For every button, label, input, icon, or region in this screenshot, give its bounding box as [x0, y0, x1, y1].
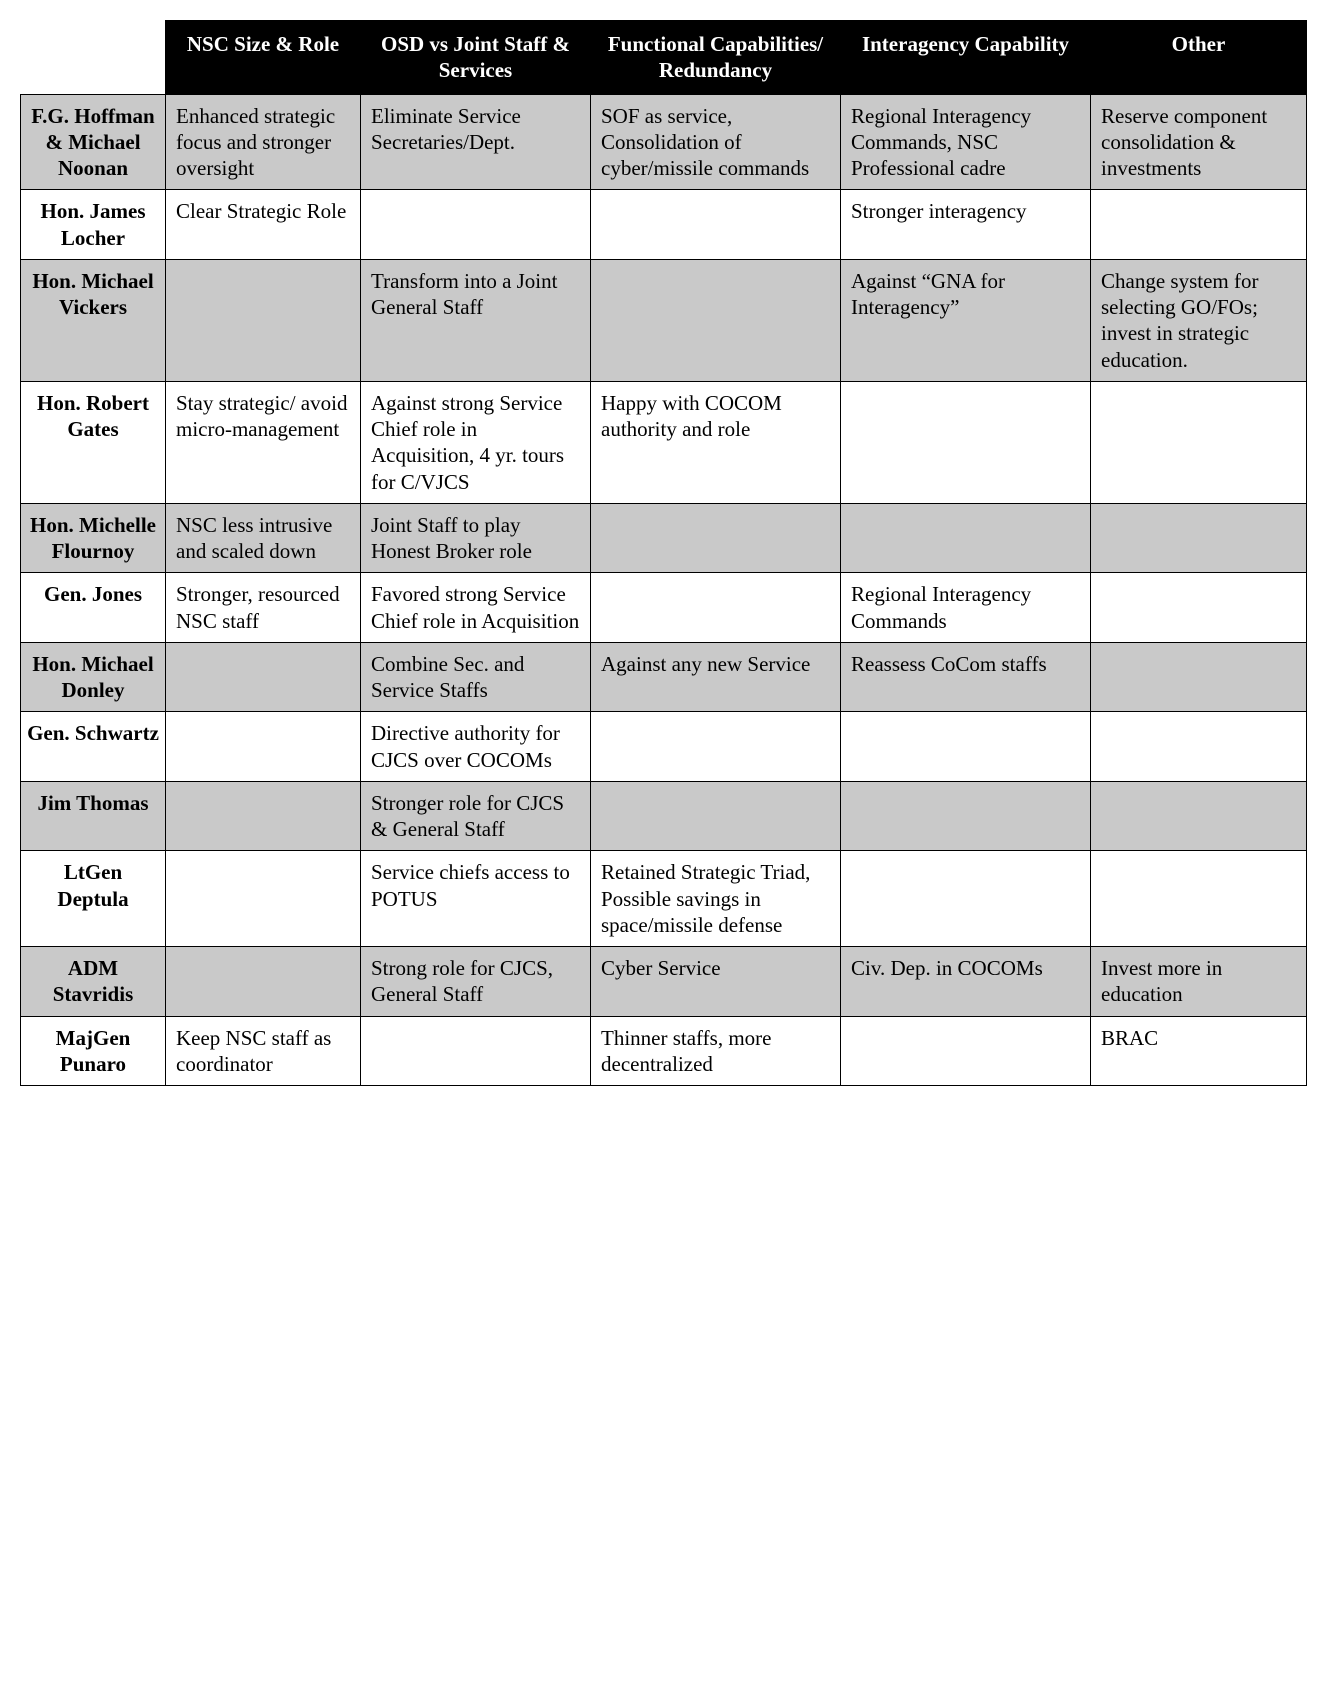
table-cell: Regional Interagency Commands: [841, 573, 1091, 643]
table-cell: BRAC: [1091, 1016, 1307, 1086]
table-cell: [166, 642, 361, 712]
table-cell: Civ. Dep. in COCOMs: [841, 947, 1091, 1017]
table-cell: [166, 781, 361, 851]
table-row: Hon. Michelle FlournoyNSC less intrusive…: [21, 503, 1307, 573]
table-cell: Happy with COCOM authority and role: [591, 381, 841, 503]
table-cell: Clear Strategic Role: [166, 190, 361, 260]
table-cell: [166, 259, 361, 381]
table-body: F.G. Hoffman & Michael NoonanEnhanced st…: [21, 94, 1307, 1086]
table-cell: [1091, 781, 1307, 851]
table-cell: Against strong Service Chief role in Acq…: [361, 381, 591, 503]
header-corner: [21, 21, 166, 95]
table-cell: NSC less intrusive and scaled down: [166, 503, 361, 573]
table-cell: [166, 947, 361, 1017]
table-cell: [841, 781, 1091, 851]
table-cell: [841, 851, 1091, 947]
table-cell: [1091, 712, 1307, 782]
table-cell: [591, 259, 841, 381]
comparison-table: NSC Size & Role OSD vs Joint Staff & Ser…: [20, 20, 1307, 1086]
table-cell: Transform into a Joint General Staff: [361, 259, 591, 381]
table-row: MajGen PunaroKeep NSC staff as coordinat…: [21, 1016, 1307, 1086]
row-header: LtGen Deptula: [21, 851, 166, 947]
table-cell: [361, 1016, 591, 1086]
table-row: Gen. JonesStronger, resourced NSC staffF…: [21, 573, 1307, 643]
table-cell: Directive authority for CJCS over COCOMs: [361, 712, 591, 782]
table-row: Hon. Robert GatesStay strategic/ avoid m…: [21, 381, 1307, 503]
table-cell: Favored strong Service Chief role in Acq…: [361, 573, 591, 643]
table-cell: [1091, 190, 1307, 260]
table-cell: [166, 712, 361, 782]
table-row: Hon. Michael Vickers Transform into a Joi…: [21, 259, 1307, 381]
table-cell: Against “GNA for Interagency”: [841, 259, 1091, 381]
table-cell: [166, 851, 361, 947]
table-header: NSC Size & Role OSD vs Joint Staff & Ser…: [21, 21, 1307, 95]
row-header: Gen. Schwartz: [21, 712, 166, 782]
table-cell: [1091, 851, 1307, 947]
table-cell: Against any new Service: [591, 642, 841, 712]
col-header: Interagency Capability: [841, 21, 1091, 95]
table-cell: Stronger role for CJCS & General Staff: [361, 781, 591, 851]
table-cell: [1091, 642, 1307, 712]
table-row: Gen. Schwartz Directive authority for CJC…: [21, 712, 1307, 782]
col-header: OSD vs Joint Staff & Services: [361, 21, 591, 95]
row-header: Hon. Michelle Flournoy: [21, 503, 166, 573]
table-cell: Thinner staffs, more decentralized: [591, 1016, 841, 1086]
row-header: Hon. James Locher: [21, 190, 166, 260]
table-cell: Regional Interagency Commands, NSC Profe…: [841, 94, 1091, 190]
table-cell: SOF as service, Consolidation of cyber/m…: [591, 94, 841, 190]
table-row: F.G. Hoffman & Michael NoonanEnhanced st…: [21, 94, 1307, 190]
col-header: Functional Capabilities/ Redundancy: [591, 21, 841, 95]
table-cell: [841, 381, 1091, 503]
table-cell: [841, 503, 1091, 573]
col-header: NSC Size & Role: [166, 21, 361, 95]
row-header: ADM Stavridis: [21, 947, 166, 1017]
table-cell: Enhanced strategic focus and stronger ov…: [166, 94, 361, 190]
table-cell: [1091, 573, 1307, 643]
table-cell: Invest more in education: [1091, 947, 1307, 1017]
table-cell: [591, 781, 841, 851]
table-cell: Reserve component consolidation & invest…: [1091, 94, 1307, 190]
table-cell: [591, 503, 841, 573]
table-cell: Joint Staff to play Honest Broker role: [361, 503, 591, 573]
table-cell: Change system for selecting GO/FOs; inve…: [1091, 259, 1307, 381]
table-cell: [591, 573, 841, 643]
row-header: F.G. Hoffman & Michael Noonan: [21, 94, 166, 190]
table-cell: [841, 712, 1091, 782]
table-cell: Service chiefs access to POTUS: [361, 851, 591, 947]
col-header: Other: [1091, 21, 1307, 95]
table-cell: Stay strategic/ avoid micro-management: [166, 381, 361, 503]
table-cell: [591, 190, 841, 260]
table-cell: [1091, 503, 1307, 573]
table-cell: [361, 190, 591, 260]
row-header: Jim Thomas: [21, 781, 166, 851]
row-header: Hon. Robert Gates: [21, 381, 166, 503]
table-cell: Eliminate Service Secretaries/Dept.: [361, 94, 591, 190]
table-cell: Cyber Service: [591, 947, 841, 1017]
table-cell: Keep NSC staff as coordinator: [166, 1016, 361, 1086]
row-header: Gen. Jones: [21, 573, 166, 643]
table-cell: Combine Sec. and Service Staffs: [361, 642, 591, 712]
table-cell: Strong role for CJCS, General Staff: [361, 947, 591, 1017]
table-cell: Stronger interagency: [841, 190, 1091, 260]
table-cell: [1091, 381, 1307, 503]
table-row: LtGen Deptula Service chiefs access to PO…: [21, 851, 1307, 947]
table-row: Hon. Michael Donley Combine Sec. and Serv…: [21, 642, 1307, 712]
table-cell: [841, 1016, 1091, 1086]
table-row: Hon. James LocherClear Strategic Role Str…: [21, 190, 1307, 260]
table-cell: Reassess CoCom staffs: [841, 642, 1091, 712]
table-cell: Retained Strategic Triad, Possible savin…: [591, 851, 841, 947]
row-header: Hon. Michael Donley: [21, 642, 166, 712]
table-row: ADM Stavridis Strong role for CJCS, Gener…: [21, 947, 1307, 1017]
table-cell: Stronger, resourced NSC staff: [166, 573, 361, 643]
table-row: Jim Thomas Stronger role for CJCS & Gener…: [21, 781, 1307, 851]
row-header: Hon. Michael Vickers: [21, 259, 166, 381]
row-header: MajGen Punaro: [21, 1016, 166, 1086]
table-cell: [591, 712, 841, 782]
